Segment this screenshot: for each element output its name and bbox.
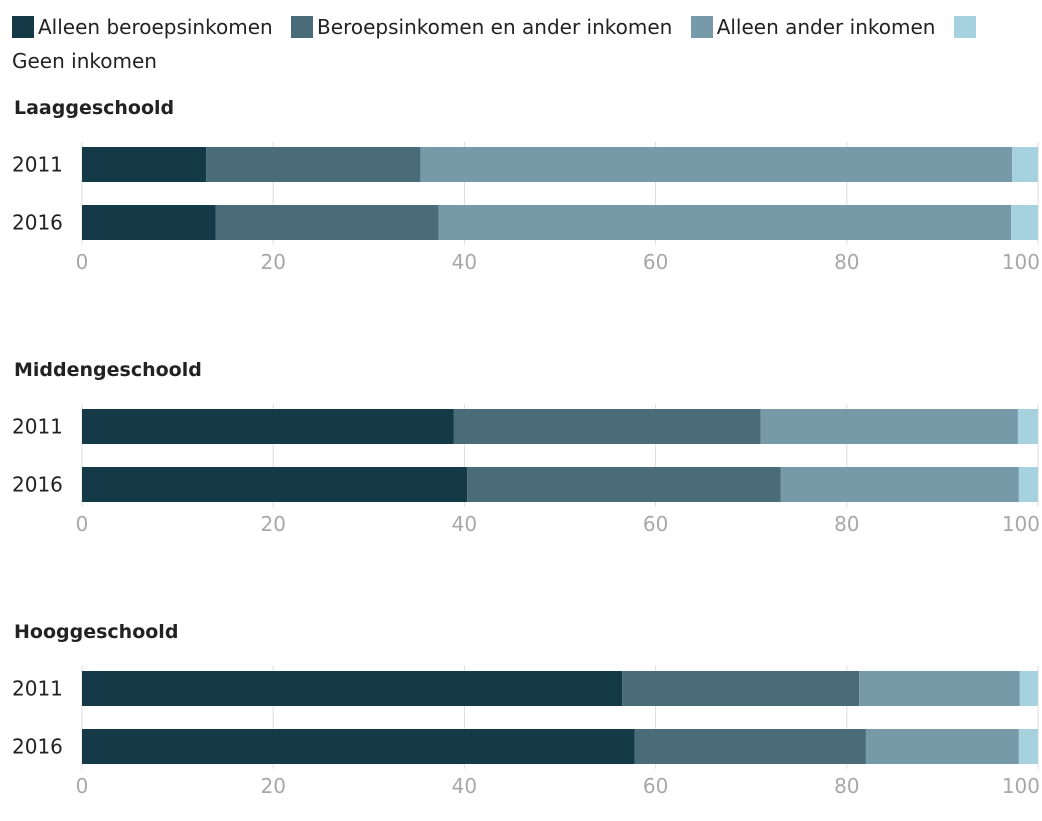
- legend-swatch: [12, 16, 34, 38]
- x-tick-label: 80: [834, 250, 859, 274]
- bar-segment: [467, 467, 781, 502]
- x-tick-label: 0: [76, 774, 89, 798]
- x-tick-label: 100: [1002, 512, 1040, 536]
- bar-segment: [760, 409, 1018, 444]
- legend-label: Beroepsinkomen en ander inkomen: [317, 15, 673, 39]
- bar-segment: [82, 147, 207, 182]
- bar-segment: [622, 671, 860, 706]
- bar-segment: [1018, 467, 1038, 502]
- panel-title: Middengeschoold: [14, 359, 202, 381]
- legend-item-alleen-beroepsinkomen[interactable]: Alleen beroepsinkomen: [12, 15, 273, 39]
- bar-segment: [82, 409, 454, 444]
- legend-swatch: [690, 16, 713, 38]
- bar-segment: [215, 205, 439, 240]
- bar-segment: [634, 729, 866, 764]
- legend-item-beroepsinkomen-en-ander-inkomen[interactable]: Beroepsinkomen en ander inkomen: [291, 15, 672, 39]
- panel-hooggeschoold: Hooggeschoold 2011 2016 0 20 40 60 80 100: [0, 621, 1042, 821]
- bar-chart-laaggeschoold: 2011 2016 0 20 40 60 80 100: [12, 142, 1040, 274]
- bar-chart-hooggeschoold: 2011 2016 0 20 40 60 80 100: [12, 666, 1040, 798]
- bar-segment: [453, 409, 761, 444]
- x-tick-label: 60: [643, 512, 668, 536]
- legend-swatch: [953, 16, 976, 38]
- row-label: 2016: [12, 473, 63, 497]
- legend: Alleen beroepsinkomen Beroepsinkomen en …: [12, 10, 1022, 78]
- bar-chart-middengeschoold: 2011 2016 0 20 40 60 80 100: [12, 404, 1040, 536]
- bar-segment: [780, 467, 1019, 502]
- bar-segment: [1018, 729, 1038, 764]
- legend-item-alleen-ander-inkomen[interactable]: Alleen ander inkomen: [690, 15, 936, 39]
- row-label: 2011: [12, 415, 63, 439]
- x-tick-label: 40: [452, 512, 477, 536]
- bar-segment: [82, 205, 216, 240]
- bar-segment: [865, 729, 1019, 764]
- x-tick-label: 100: [1002, 774, 1040, 798]
- panel-middengeschoold: Middengeschoold 2011 2016 0 20 40 60 80 100: [0, 359, 1042, 559]
- legend-label: Alleen ander inkomen: [716, 15, 936, 39]
- bar-segment: [1012, 147, 1038, 182]
- x-tick-label: 80: [834, 512, 859, 536]
- legend-label: Geen inkomen: [12, 49, 157, 73]
- x-tick-label: 20: [260, 512, 285, 536]
- x-tick-label: 40: [452, 250, 477, 274]
- x-tick-label: 80: [834, 774, 859, 798]
- row-label: 2011: [12, 677, 63, 701]
- row-label: 2011: [12, 153, 63, 177]
- row-label: 2016: [12, 211, 63, 235]
- panel-title: Laaggeschoold: [14, 97, 175, 119]
- x-tick-label: 20: [260, 250, 285, 274]
- bar-segment: [1017, 409, 1038, 444]
- x-tick-label: 0: [76, 250, 89, 274]
- x-tick-label: 20: [260, 774, 285, 798]
- bar-segment: [420, 147, 1013, 182]
- bar-segment: [438, 205, 1012, 240]
- bar-segment: [1011, 205, 1038, 240]
- x-tick-label: 100: [1002, 250, 1040, 274]
- panel-laaggeschoold: Laaggeschoold 2011 2016 0 20 40 60 80 100: [0, 97, 1042, 297]
- x-tick-label: 60: [643, 250, 668, 274]
- bar-segment: [859, 671, 1020, 706]
- x-tick-label: 60: [643, 774, 668, 798]
- x-tick-label: 0: [76, 512, 89, 536]
- legend-label: Alleen beroepsinkomen: [38, 15, 273, 39]
- bar-segment: [206, 147, 421, 182]
- bar-segment: [1019, 671, 1038, 706]
- bar-segment: [82, 467, 468, 502]
- legend-swatch: [291, 16, 314, 38]
- bar-segment: [82, 729, 635, 764]
- row-label: 2016: [12, 735, 63, 759]
- panel-title: Hooggeschoold: [14, 621, 179, 643]
- x-tick-label: 40: [452, 774, 477, 798]
- bar-segment: [82, 671, 623, 706]
- legend-item-geen-inkomen[interactable]: Geen inkomen: [12, 15, 980, 73]
